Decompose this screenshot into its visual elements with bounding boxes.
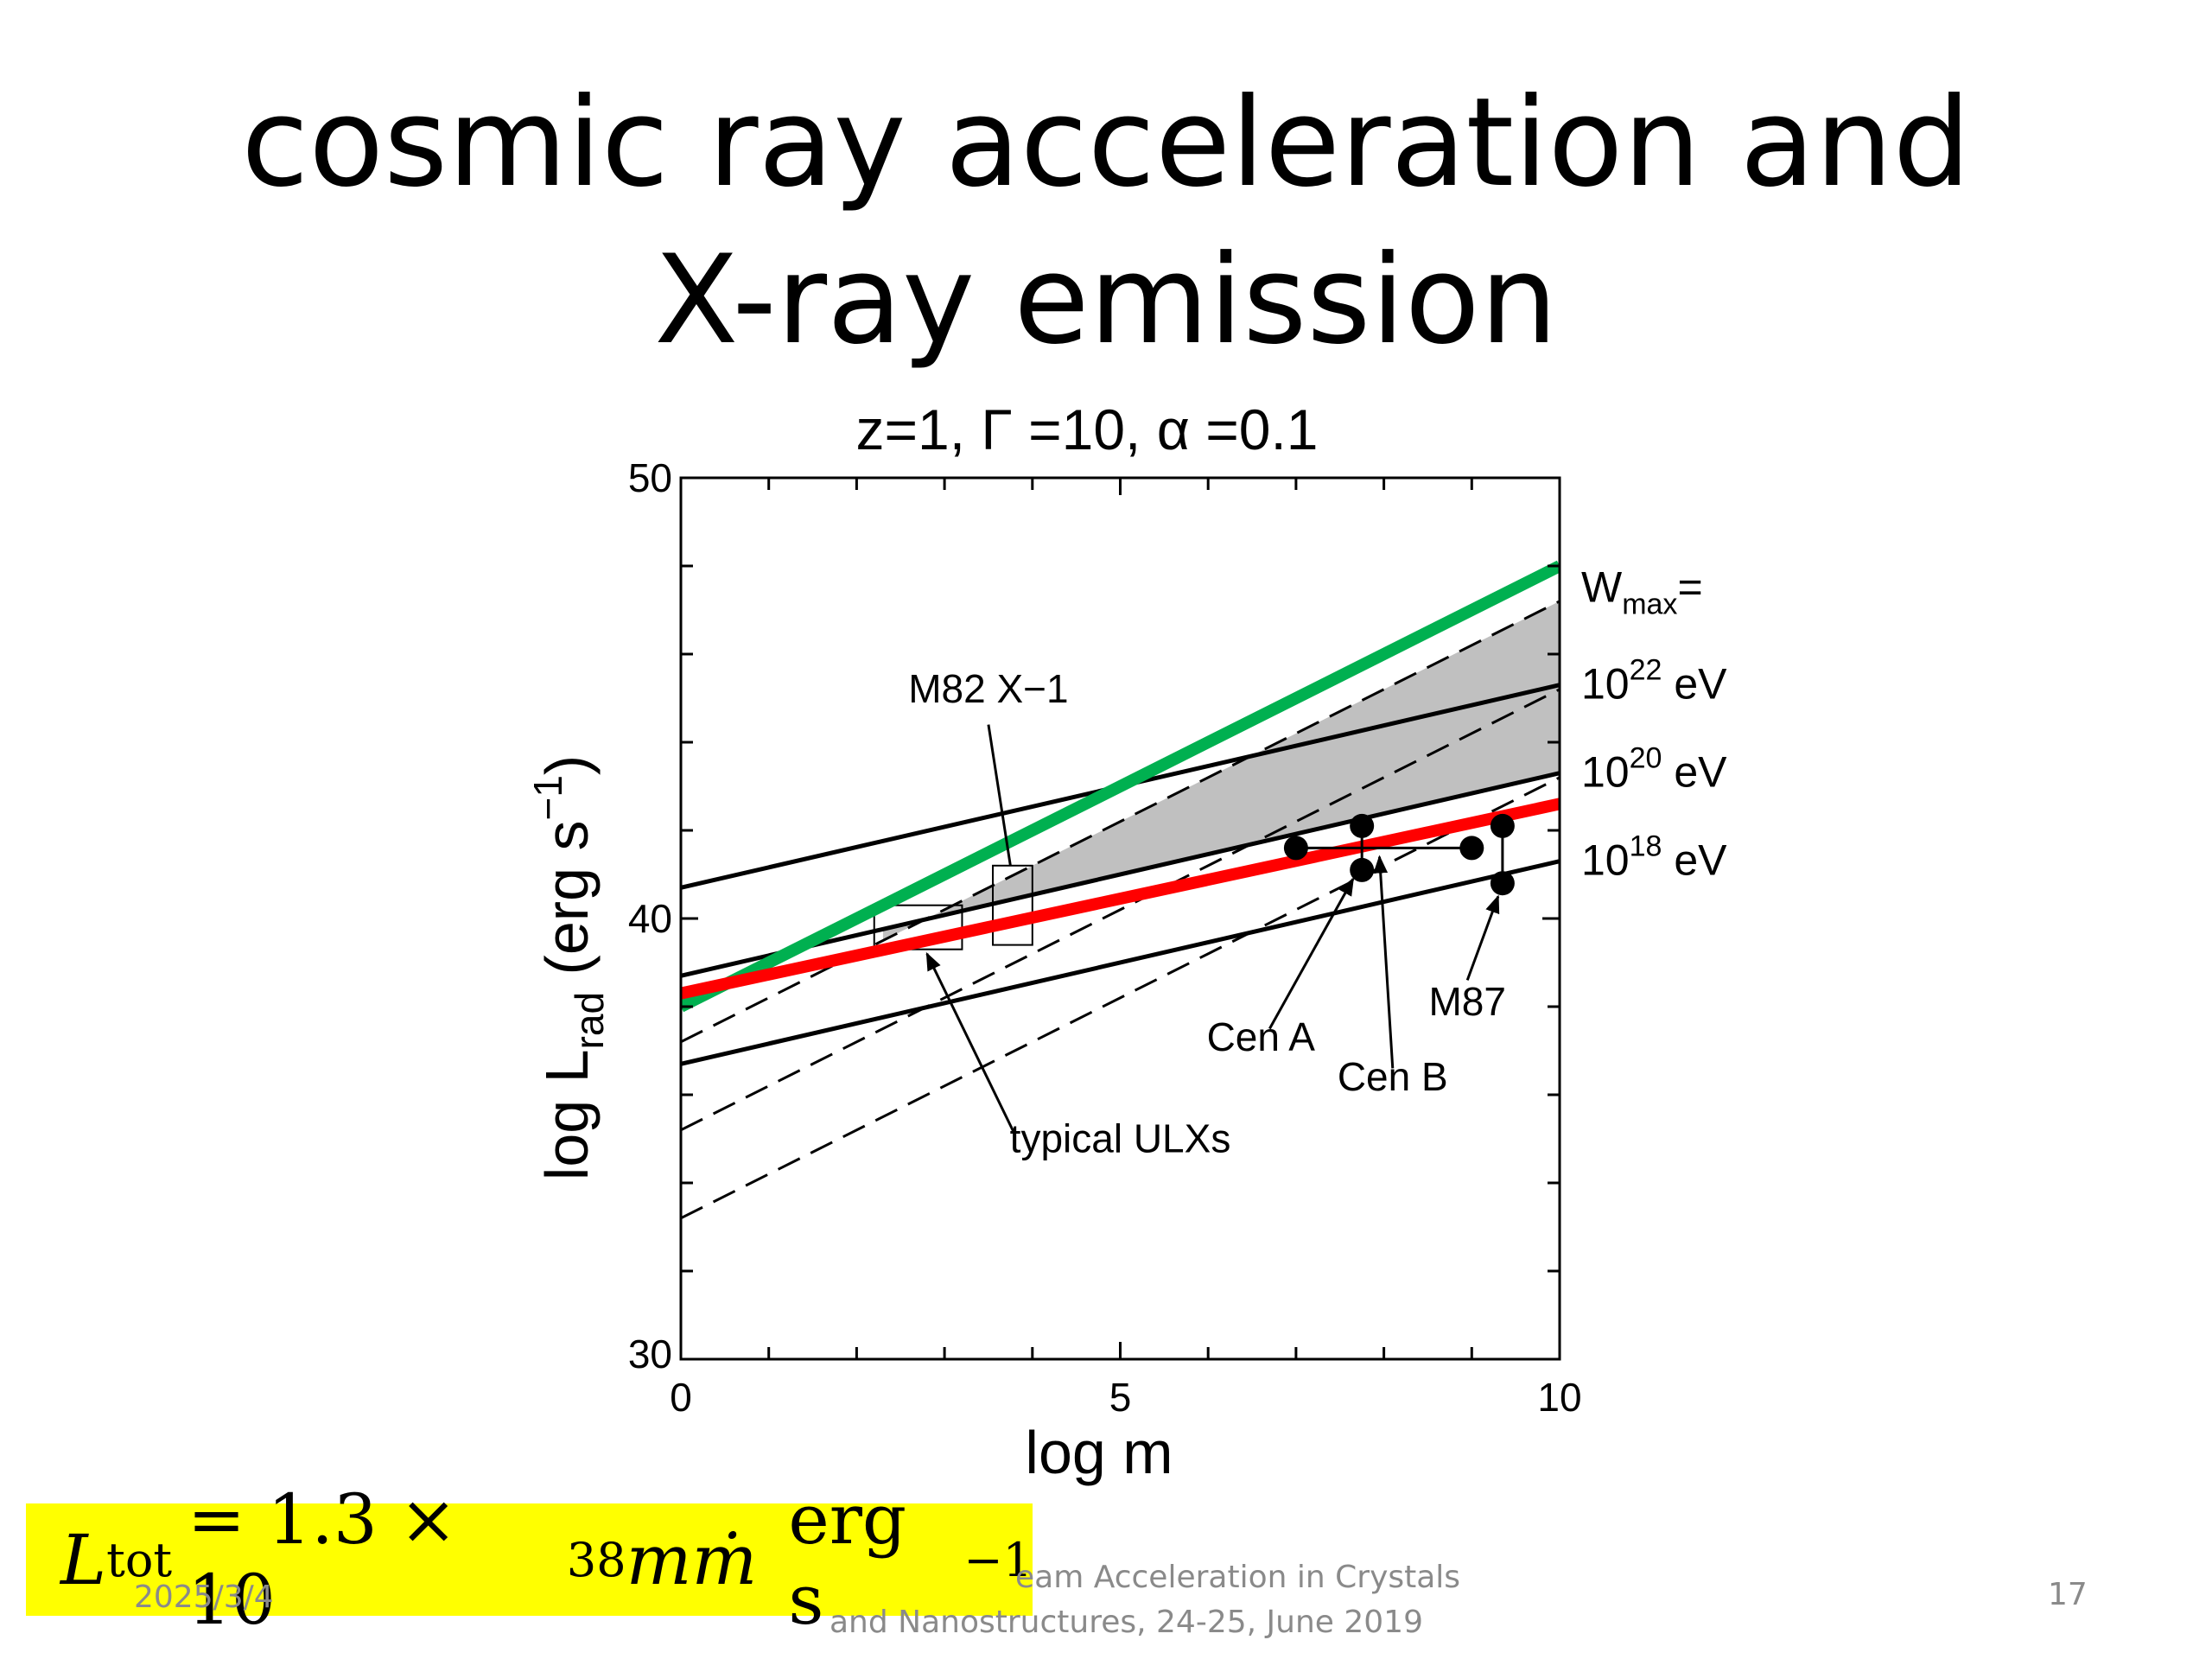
formula-lhs: L bbox=[60, 1519, 107, 1600]
svg-text:log Lrad (erg s−1): log Lrad (erg s−1) bbox=[525, 755, 612, 1180]
x-axis-label: log m bbox=[1025, 1419, 1173, 1486]
footer-conference: eam Acceleration in Crystals and Nanostr… bbox=[830, 1555, 1538, 1645]
energy-label-2: 1020 eV bbox=[1581, 742, 1727, 797]
footer-date: 2025/3/4 bbox=[134, 1580, 274, 1615]
y-tick-label-30: 30 bbox=[628, 1332, 672, 1376]
data-point-2 bbox=[1350, 857, 1375, 882]
y-axis-label: log Lrad (erg s−1) bbox=[525, 755, 612, 1180]
annotation-pointer-4 bbox=[1465, 894, 1500, 981]
annotation-cen-a: Cen A bbox=[1207, 1014, 1316, 1059]
y-axis-label-unit-exp: −1 bbox=[525, 775, 570, 820]
x-tick-label-0: 0 bbox=[670, 1375, 692, 1420]
plot-frame bbox=[679, 476, 1561, 1361]
dashed-line-3 bbox=[681, 600, 1560, 1044]
data-point-5 bbox=[1490, 871, 1515, 896]
x-tick-label-10: 10 bbox=[1537, 1375, 1581, 1420]
slide-title-line2: X-ray emission bbox=[654, 229, 1558, 372]
data-point-0 bbox=[1283, 836, 1308, 861]
formula-lhs-sub: tot bbox=[106, 1532, 173, 1587]
y-axis-label-sub: rad bbox=[567, 992, 612, 1049]
annotation-typical-ulxs: typical ULXs bbox=[1010, 1116, 1231, 1160]
plot-area bbox=[681, 560, 1560, 1220]
formula-unit-exp: −1 bbox=[963, 1532, 1033, 1587]
y-tick-label-40: 40 bbox=[628, 896, 672, 941]
slide-title-line1: cosmic ray acceleration and bbox=[241, 72, 1971, 214]
annotation-pointer-1 bbox=[925, 951, 1016, 1135]
footer-conference-line1: eam Acceleration in Crystals bbox=[1015, 1560, 1461, 1595]
energy-label-3: 1018 eV bbox=[1581, 830, 1727, 885]
annotation-m82-x-1: M82 X−1 bbox=[908, 666, 1068, 711]
y-axis-label-close: ) bbox=[533, 755, 601, 775]
dashed-line-5 bbox=[681, 776, 1560, 1220]
red-line bbox=[681, 798, 1560, 1000]
annotation-pointer-2 bbox=[1268, 877, 1355, 1030]
data-point-3 bbox=[1459, 836, 1484, 861]
slide-title: cosmic ray acceleration and X-ray emissi… bbox=[0, 65, 2212, 379]
formula-rhs-prefix: = 1.3 × 10 bbox=[188, 1479, 458, 1640]
annotation-m87: M87 bbox=[1428, 979, 1505, 1024]
solid-line-1 bbox=[681, 771, 1560, 978]
dashed-line-4 bbox=[681, 688, 1560, 1132]
annotation-pointer-0 bbox=[987, 724, 1012, 867]
page-number: 17 bbox=[2048, 1577, 2088, 1612]
solid-line-2 bbox=[681, 859, 1560, 1066]
green-line bbox=[681, 560, 1560, 1013]
data-point-1 bbox=[1350, 813, 1375, 838]
energy-label-0: Wmax= bbox=[1581, 563, 1703, 621]
energy-label-1: 1022 eV bbox=[1581, 654, 1727, 709]
footer-conference-line2: and Nanostructures, 24-25, June 2019 bbox=[830, 1605, 1423, 1640]
y-axis-label-main: log L bbox=[533, 1049, 601, 1180]
data-point-4 bbox=[1490, 813, 1515, 838]
formula-unit: erg s bbox=[788, 1479, 907, 1640]
y-axis-label-unit: (erg s bbox=[533, 821, 601, 976]
formula-rhs-exp: 38 bbox=[566, 1532, 626, 1587]
x-tick-label-5: 5 bbox=[1109, 1375, 1132, 1420]
formula-var: mṁ bbox=[626, 1519, 758, 1600]
annotation-pointer-3 bbox=[1373, 855, 1395, 1069]
chart-title: z=1, Γ =10, α =0.1 bbox=[855, 397, 1318, 461]
y-tick-label-50: 50 bbox=[628, 455, 672, 500]
